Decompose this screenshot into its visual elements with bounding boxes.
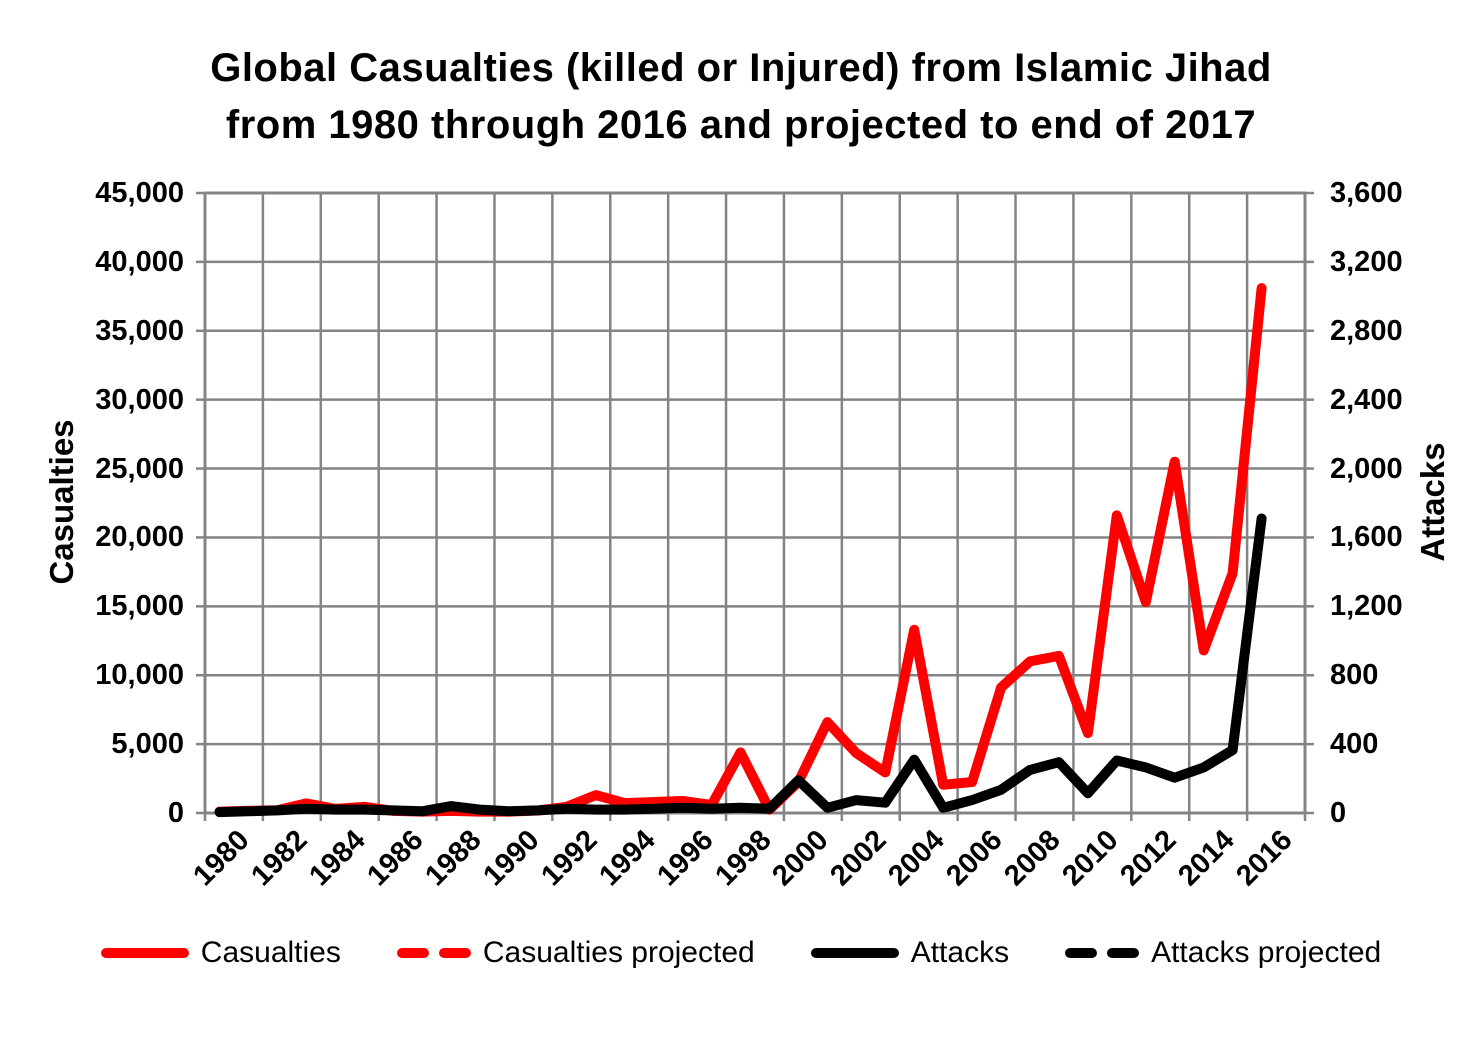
- left-axis-tick-label: 45,000: [95, 177, 184, 209]
- legend: Casualties Casualties projected Attacks Att…: [0, 936, 1482, 970]
- dash-segment-icon: [438, 948, 471, 958]
- left-axis-tick-label: 0: [167, 797, 184, 829]
- right-axis-tick-label: 2,000: [1330, 452, 1403, 485]
- left-axis-tick-label: 10,000: [95, 659, 184, 692]
- solid-line-icon: [100, 948, 189, 958]
- right-axis-tick-label: 3,200: [1330, 245, 1403, 278]
- chart-title: Global Casualties (killed or Injured) fr…: [0, 40, 1482, 154]
- legend-item-attacks: Attacks: [810, 936, 1010, 970]
- left-axis-tick-label: 30,000: [95, 383, 184, 416]
- right-axis-tick-label: 1,200: [1330, 590, 1403, 623]
- left-axis-tick-label: 40,000: [95, 245, 184, 278]
- left-axis-tick-label: 25,000: [95, 452, 184, 485]
- attacks-line: [214, 513, 1267, 818]
- legend-label: Casualties projected: [482, 936, 755, 969]
- casualties-line: [214, 283, 1267, 817]
- dash-segment-icon: [1065, 948, 1098, 958]
- chart-title-line2: from 1980 through 2016 and projected to …: [225, 103, 1257, 147]
- legend-swatch-dashed-line-icon: [1065, 948, 1140, 958]
- legend-item-casualties-projected: Casualties projected: [396, 936, 755, 970]
- right-axis-tick-label: 1,600: [1330, 521, 1403, 554]
- left-axis-title: Casualties: [43, 419, 80, 585]
- left-axis-tick-label: 5,000: [111, 728, 184, 761]
- right-axis-tick-label: 3,600: [1330, 177, 1403, 209]
- chart-title-line1: Global Casualties (killed or Injured) fr…: [210, 46, 1272, 90]
- legend-label: Attacks: [910, 936, 1010, 969]
- right-axis-tick-label: 0: [1330, 797, 1347, 829]
- legend-label: Casualties: [200, 936, 341, 969]
- left-axis-tick-label: 15,000: [95, 590, 184, 623]
- legend-label: Attacks projected: [1151, 936, 1382, 969]
- left-axis-tick-label: 20,000: [95, 521, 184, 554]
- right-axis-tick-label: 2,400: [1330, 383, 1403, 416]
- right-axis-title: Attacks: [1414, 442, 1451, 562]
- plot-border: [203, 191, 1307, 815]
- right-axis-tick-label: 800: [1330, 659, 1379, 692]
- right-axis-tick-label: 2,800: [1330, 314, 1403, 347]
- right-axis-tick-label: 400: [1330, 728, 1379, 761]
- left-axis-tick-label: 35,000: [95, 314, 184, 347]
- legend-item-attacks-projected: Attacks projected: [1065, 936, 1381, 970]
- solid-line-icon: [810, 948, 899, 958]
- legend-swatch-solid-line-icon: [100, 948, 189, 958]
- dash-segment-icon: [1107, 948, 1140, 958]
- legend-item-casualties: Casualties: [100, 936, 341, 970]
- legend-swatch-solid-line-icon: [810, 948, 899, 958]
- legend-swatch-dashed-line-icon: [396, 948, 471, 958]
- dash-segment-icon: [396, 948, 429, 958]
